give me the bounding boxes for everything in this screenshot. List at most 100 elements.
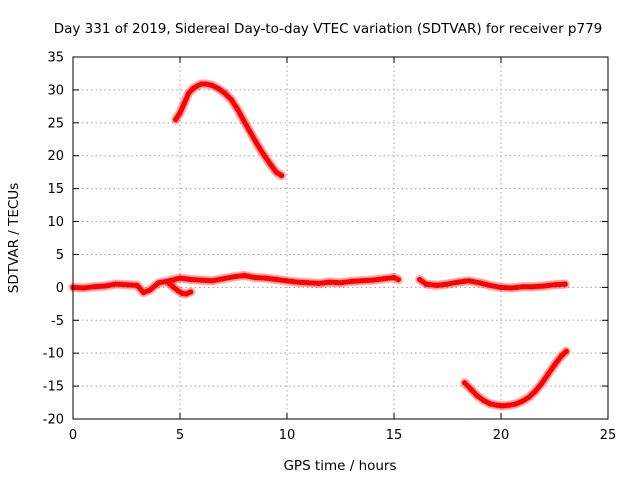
data-point bbox=[380, 276, 386, 282]
data-point bbox=[171, 284, 177, 290]
x-tick-label: 15 bbox=[386, 428, 403, 443]
data-point bbox=[220, 276, 226, 282]
data-point bbox=[183, 291, 189, 297]
data-point bbox=[248, 130, 254, 136]
plot-frame bbox=[72, 56, 609, 420]
series-arc-low bbox=[460, 346, 571, 411]
data-point bbox=[263, 275, 269, 281]
data-point bbox=[551, 282, 558, 288]
y-tick-label: -20 bbox=[43, 413, 64, 428]
y-tick-label: 35 bbox=[47, 51, 64, 66]
data-point bbox=[455, 279, 461, 285]
data-point bbox=[487, 401, 493, 407]
data-point bbox=[267, 161, 273, 167]
data-point bbox=[391, 274, 397, 281]
data-point bbox=[241, 272, 247, 279]
data-point bbox=[539, 380, 545, 387]
data-point bbox=[175, 288, 181, 294]
data-point bbox=[260, 151, 267, 157]
data-point bbox=[551, 362, 558, 368]
data-point bbox=[203, 81, 209, 87]
data-point bbox=[295, 279, 301, 285]
data-point bbox=[173, 116, 179, 123]
series-near-zero-1 bbox=[68, 271, 403, 298]
y-tick-label: 10 bbox=[47, 215, 64, 230]
data-point bbox=[209, 82, 215, 88]
data-point bbox=[494, 402, 500, 408]
data-point bbox=[141, 290, 147, 296]
data-point bbox=[481, 398, 487, 404]
data-point bbox=[477, 280, 483, 286]
data-point bbox=[235, 107, 241, 113]
y-tick-label: -15 bbox=[43, 380, 64, 395]
data-point bbox=[123, 282, 130, 288]
data-point bbox=[466, 278, 472, 284]
data-point bbox=[519, 284, 526, 290]
data-point bbox=[337, 280, 344, 286]
data-point bbox=[423, 281, 429, 287]
grid-layer bbox=[73, 57, 608, 419]
y-tick-label: 25 bbox=[47, 116, 64, 131]
data-point bbox=[444, 281, 451, 287]
x-tick-label: 20 bbox=[493, 428, 510, 443]
chart-title: Day 331 of 2019, Sidereal Day-to-day VTE… bbox=[54, 21, 603, 37]
y-tick-label: 30 bbox=[47, 83, 64, 98]
data-point bbox=[179, 290, 185, 296]
data-point bbox=[532, 388, 538, 394]
data-point bbox=[134, 282, 140, 288]
data-point bbox=[348, 278, 354, 284]
y-tick-label: 15 bbox=[47, 182, 64, 197]
data-point bbox=[177, 110, 183, 116]
data-point bbox=[487, 282, 493, 288]
data-point bbox=[230, 274, 237, 280]
data-point bbox=[222, 90, 228, 96]
y-axis-label: SDTVAR / TECUs bbox=[6, 183, 22, 293]
tick-layer: 0 5 10 15 20 25 -20 -15 -10 -5 0 5 10 15 20 25 30 35 bbox=[43, 51, 617, 444]
data-point bbox=[500, 403, 506, 409]
data-point bbox=[513, 401, 519, 407]
data-point bbox=[562, 281, 568, 287]
data-point bbox=[252, 274, 258, 281]
data-point bbox=[198, 277, 204, 283]
data-point bbox=[519, 398, 526, 404]
data-point bbox=[113, 281, 119, 287]
data-point bbox=[209, 278, 215, 284]
data-point bbox=[545, 371, 551, 377]
data-point bbox=[474, 393, 481, 399]
data-point bbox=[541, 283, 547, 289]
data-point bbox=[526, 394, 532, 400]
data-point bbox=[102, 283, 108, 289]
y-tick-label: 20 bbox=[47, 149, 64, 164]
y-tick-label: 5 bbox=[56, 248, 64, 263]
y-tick-label: -10 bbox=[43, 347, 64, 362]
x-tick-label: 0 bbox=[69, 428, 77, 443]
data-point bbox=[462, 380, 468, 386]
data-point bbox=[370, 277, 376, 283]
data-point bbox=[188, 276, 194, 283]
data-point bbox=[147, 287, 153, 293]
data-point bbox=[156, 280, 162, 286]
y-tick-label: -5 bbox=[51, 314, 64, 329]
data-point bbox=[507, 402, 513, 408]
data-point bbox=[327, 279, 333, 285]
data-point bbox=[563, 348, 569, 354]
x-tick-label: 25 bbox=[600, 428, 617, 443]
series-near-zero-2 bbox=[415, 275, 570, 293]
data-point bbox=[316, 280, 322, 286]
series-dip-5h bbox=[164, 278, 196, 299]
x-tick-label: 5 bbox=[176, 428, 184, 443]
data-point bbox=[166, 280, 172, 286]
data-point bbox=[181, 100, 187, 106]
data-point bbox=[468, 386, 474, 392]
data-point bbox=[273, 276, 279, 283]
x-tick-label: 10 bbox=[279, 428, 296, 443]
data-point bbox=[417, 276, 423, 283]
series-band-arc-low bbox=[460, 346, 571, 411]
series-arc-high bbox=[171, 79, 287, 180]
data-point bbox=[498, 284, 504, 290]
data-layer bbox=[68, 79, 571, 411]
data-point bbox=[91, 284, 97, 290]
data-point bbox=[81, 285, 87, 291]
data-point bbox=[284, 278, 290, 284]
data-point bbox=[254, 141, 260, 147]
